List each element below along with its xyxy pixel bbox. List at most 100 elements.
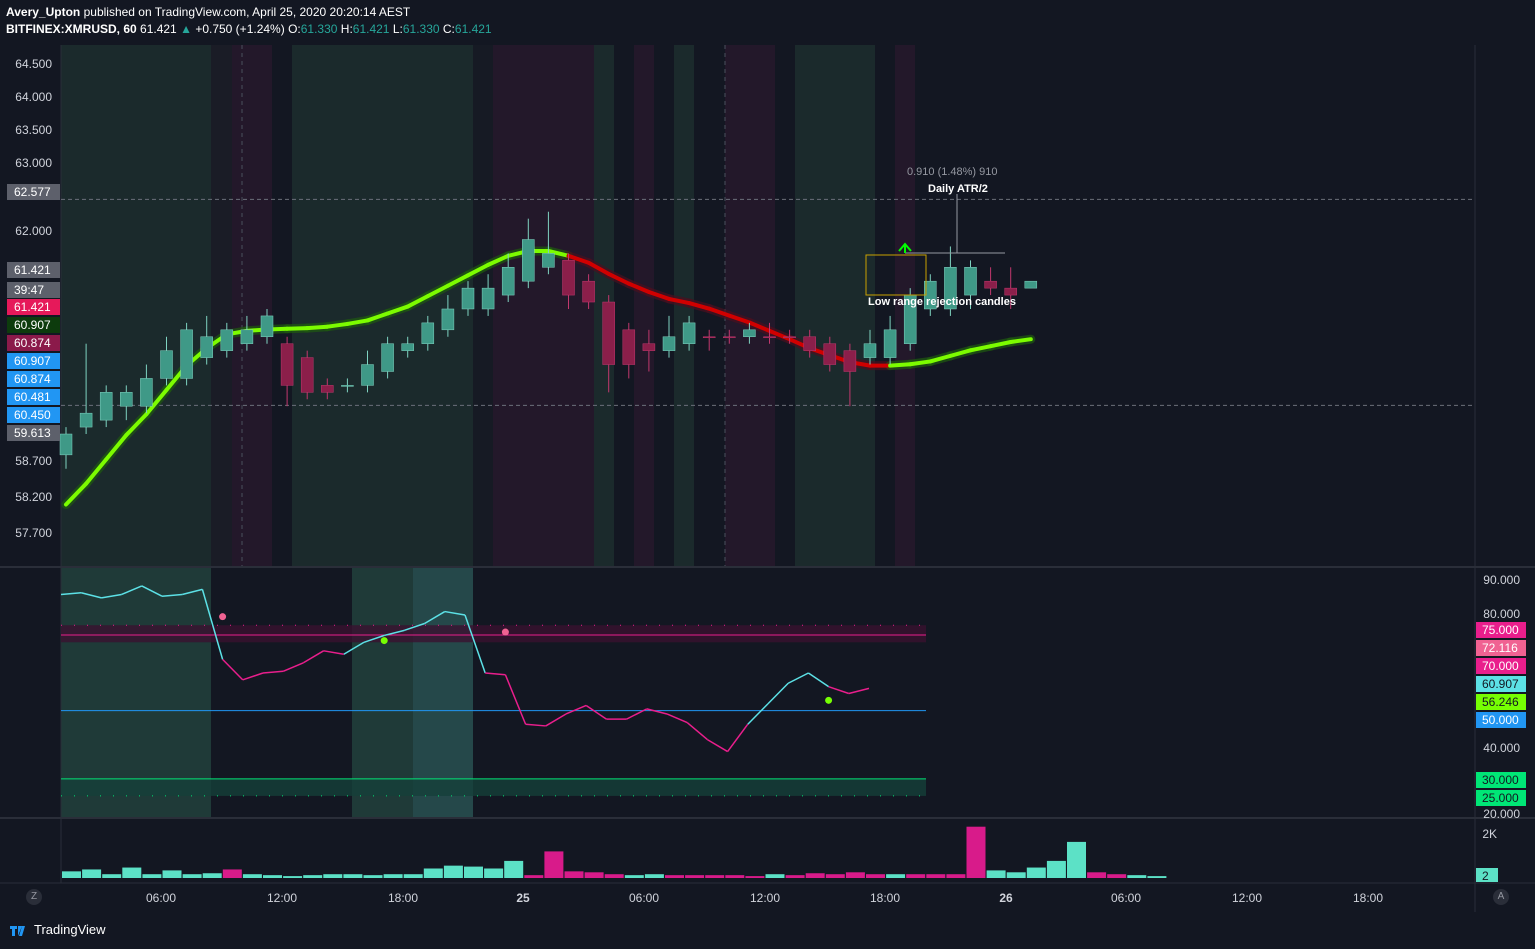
candle-body[interactable] [401, 343, 414, 351]
candle-body[interactable] [220, 329, 234, 351]
annotations[interactable]: 0.910 (1.48%) 910 Daily ATR/2 Low range re… [865, 166, 1016, 308]
volume-bar[interactable] [222, 869, 242, 878]
volume-bar[interactable] [604, 874, 624, 878]
volume-bar[interactable] [242, 874, 262, 878]
rsi-signal-dot[interactable] [380, 637, 388, 645]
candle-body[interactable] [321, 385, 334, 393]
candle-body[interactable] [300, 357, 314, 393]
candle-body[interactable] [642, 343, 656, 351]
volume-bar[interactable] [1147, 876, 1167, 878]
volume-bar[interactable] [403, 874, 423, 878]
volume-bar[interactable] [1006, 872, 1026, 878]
volume-bar[interactable] [805, 873, 825, 878]
volume-bar[interactable] [162, 870, 182, 878]
rsi-pane[interactable] [60, 585, 926, 797]
volume-bar[interactable] [825, 874, 845, 878]
volume-bar[interactable] [986, 870, 1006, 878]
volume-bar[interactable] [564, 871, 584, 878]
candle-body[interactable] [702, 336, 716, 339]
candle-body[interactable] [562, 260, 575, 296]
volume-bar[interactable] [845, 872, 865, 878]
volume-bar[interactable] [484, 868, 504, 879]
candle-body[interactable] [79, 412, 93, 428]
volume-bar[interactable] [142, 874, 162, 878]
volume-bar[interactable] [122, 867, 142, 878]
volume-bar[interactable] [283, 876, 303, 878]
volume-bar[interactable] [886, 874, 906, 878]
volume-bar[interactable] [524, 875, 544, 878]
volume-bar[interactable] [82, 869, 102, 878]
rsi-signal-dot[interactable] [219, 613, 227, 621]
candle-body[interactable] [783, 336, 796, 339]
volume-bar[interactable] [423, 868, 443, 879]
candle-body[interactable] [461, 287, 475, 310]
volume-bar[interactable] [343, 874, 363, 878]
volume-bar[interactable] [202, 873, 222, 878]
candle-body[interactable] [481, 287, 495, 310]
volume-bar[interactable] [1026, 867, 1046, 878]
volume-bar[interactable] [443, 865, 463, 878]
volume-bar[interactable] [263, 875, 282, 878]
candle-body[interactable] [723, 336, 736, 339]
candle-body[interactable] [260, 315, 274, 338]
candle-body[interactable] [984, 280, 997, 289]
volume-bar[interactable] [725, 875, 745, 878]
candle-body[interactable] [381, 343, 394, 372]
volume-bar[interactable] [665, 875, 684, 878]
candle-body[interactable] [582, 280, 595, 303]
volume-bar[interactable] [383, 874, 403, 878]
candle-body[interactable] [682, 322, 696, 344]
tradingview-brand[interactable]: TradingView [10, 922, 106, 937]
volume-bar[interactable] [102, 874, 122, 878]
volume-bar[interactable] [705, 875, 725, 878]
volume-bar[interactable] [504, 860, 524, 878]
rsi-signal-dot[interactable] [825, 696, 833, 704]
zoom-toggle-button[interactable]: Z [26, 889, 42, 905]
candle-body[interactable] [542, 253, 555, 268]
candle-body[interactable] [803, 336, 816, 351]
candle-body[interactable] [622, 329, 636, 365]
volume-bar[interactable] [1087, 872, 1107, 878]
candle-body[interactable] [944, 267, 957, 310]
author-name[interactable]: Avery_Upton [6, 5, 81, 19]
candle-body[interactable] [964, 267, 977, 296]
volume-bar[interactable] [1067, 841, 1086, 878]
candle-body[interactable] [180, 329, 193, 379]
candle-body[interactable] [1024, 280, 1038, 289]
candle-body[interactable] [883, 329, 897, 358]
candle-body[interactable] [421, 322, 435, 344]
volume-bar[interactable] [323, 874, 343, 878]
candle-body[interactable] [160, 350, 173, 379]
candle-body[interactable] [99, 392, 113, 421]
volume-bar[interactable] [745, 876, 765, 878]
candle-body[interactable] [763, 336, 776, 339]
volume-bar[interactable] [946, 874, 966, 878]
volume-bar[interactable] [303, 875, 323, 878]
candle-body[interactable] [280, 343, 294, 386]
volume-bar[interactable] [1107, 874, 1127, 878]
candle-body[interactable] [140, 378, 153, 407]
candle-body[interactable] [120, 392, 133, 407]
price-pane[interactable] [59, 198, 1475, 510]
volume-bar[interactable] [62, 871, 81, 878]
candle-body[interactable] [823, 343, 837, 365]
candle-body[interactable] [341, 385, 354, 387]
candle-body[interactable] [662, 336, 676, 351]
candle-body[interactable] [602, 301, 615, 365]
rejection-label[interactable]: Low range rejection candles [868, 296, 1016, 308]
auto-scale-button[interactable]: A [1493, 889, 1509, 905]
volume-bar[interactable] [926, 874, 946, 878]
candle-body[interactable] [522, 239, 535, 282]
candle-body[interactable] [200, 336, 213, 358]
chart-canvas[interactable]: 64.500 64.000 63.500 63.000 62.000 58.700 58.2… [0, 0, 1535, 912]
candle-body[interactable] [361, 364, 374, 386]
volume-bar[interactable] [966, 826, 986, 878]
volume-bar[interactable] [906, 874, 926, 878]
rsi-signal-dot[interactable] [501, 628, 509, 636]
candle-body[interactable] [501, 267, 515, 296]
candle-body[interactable] [863, 343, 877, 358]
volume-bar[interactable] [363, 875, 383, 878]
volume-bar[interactable] [1046, 860, 1066, 878]
candle-body[interactable] [843, 350, 857, 372]
volume-bar[interactable] [685, 875, 705, 878]
